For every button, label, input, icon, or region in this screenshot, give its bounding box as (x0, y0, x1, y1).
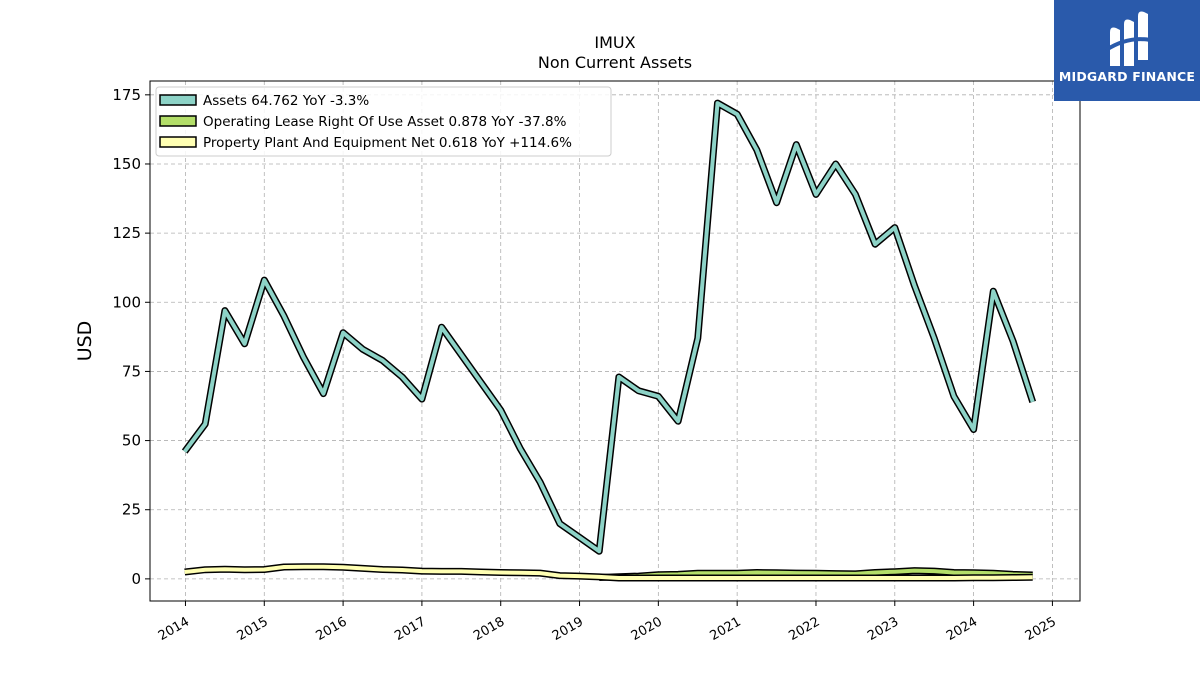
y-tick-label: 175 (112, 86, 141, 104)
logo-mark-icon (1104, 11, 1151, 66)
x-tick-label: 2020 (629, 614, 665, 644)
y-axis-label: USD (74, 321, 96, 362)
chart-title: IMUX (594, 33, 635, 52)
chart-subtitle: Non Current Assets (538, 53, 692, 72)
x-tick-label: 2024 (944, 614, 980, 644)
legend-swatch (159, 94, 197, 106)
legend-swatch (159, 115, 197, 127)
y-tick-label: 50 (122, 432, 141, 450)
y-axis-ticks: 0 25 50 75 100 125 150 175 (112, 86, 150, 588)
series-2 (184, 563, 1033, 582)
legend: Assets 64.762 YoY -3.3% Operating Lease R… (155, 86, 612, 157)
logo-text: MIDGARD FINANCE (1058, 69, 1196, 84)
x-tick-label: 2019 (550, 614, 586, 644)
legend-swatch (159, 136, 197, 148)
x-tick-label: 2025 (1023, 614, 1059, 644)
series-line (183, 101, 1035, 554)
legend-box (155, 86, 612, 157)
legend-entry: Property Plant And Equipment Net 0.618 Y… (203, 135, 572, 151)
x-tick-label: 2022 (786, 614, 822, 644)
x-tick-label: 2016 (313, 614, 349, 644)
x-axis-ticks: 2014 2015 2016 2017 2018 2019 2020 2021 2022 2023… (156, 601, 1059, 644)
x-tick-label: 2023 (865, 614, 901, 644)
legend-entry: Assets 64.762 YoY -3.3% (203, 93, 369, 109)
x-tick-label: 2015 (235, 614, 271, 644)
y-tick-label: 0 (131, 570, 141, 588)
plot-area-frame (149, 80, 1081, 602)
x-tick-label: 2017 (392, 614, 428, 644)
grid (150, 81, 1080, 601)
x-tick-label: 2014 (156, 614, 192, 644)
series-lines (181, 99, 1037, 582)
y-tick-label: 100 (112, 293, 141, 311)
midgard-finance-logo: MIDGARD FINANCE (1054, 0, 1200, 101)
x-tick-label: 2018 (471, 614, 507, 644)
series-line (184, 564, 1033, 580)
y-tick-label: 150 (112, 155, 141, 173)
series-0 (181, 99, 1037, 555)
x-tick-label: 2021 (708, 614, 744, 644)
y-tick-label: 25 (122, 501, 141, 519)
y-tick-label: 125 (112, 224, 141, 242)
y-tick-label: 75 (122, 362, 141, 380)
legend-entry: Operating Lease Right Of Use Asset 0.878… (203, 114, 567, 130)
